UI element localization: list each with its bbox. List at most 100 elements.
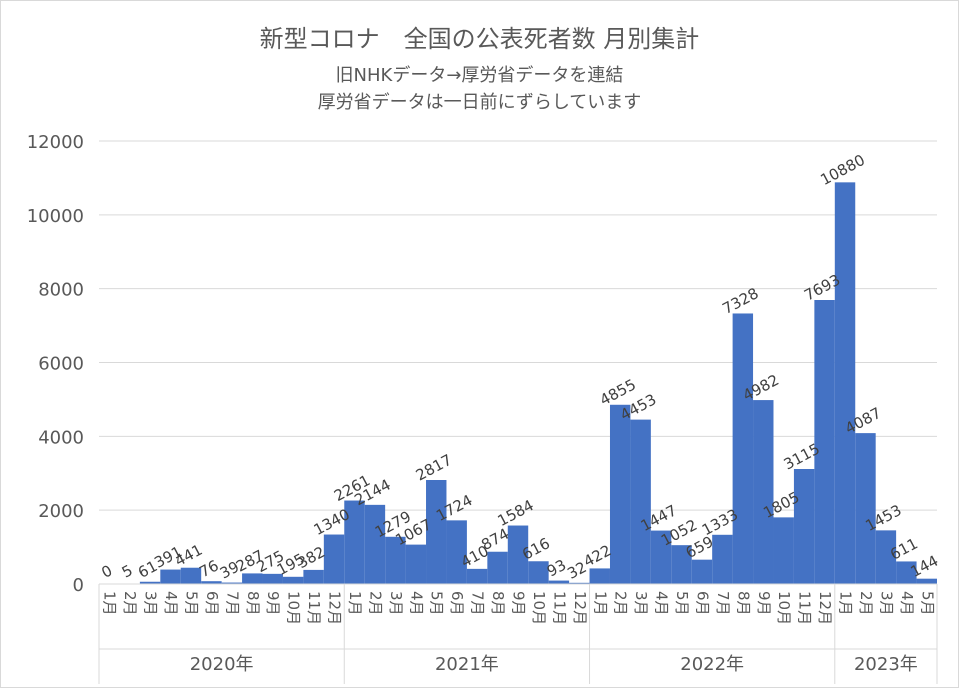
x-tick-label: 3月 [877, 591, 895, 616]
x-tick-label: 2月 [612, 591, 630, 616]
data-label: 5 [119, 561, 136, 581]
bar [466, 568, 488, 584]
bar [916, 578, 937, 584]
bar [139, 581, 161, 584]
x-tick-label: 7月 [223, 591, 241, 616]
x-group-label: 2020年 [190, 654, 254, 675]
x-tick-label: 2月 [857, 591, 875, 616]
x-group-label: 2022年 [680, 654, 744, 675]
data-label: 1584 [495, 496, 537, 530]
x-tick-label: 7月 [714, 591, 732, 616]
x-tick-label: 10月 [775, 591, 793, 625]
bar [569, 582, 590, 584]
bar [426, 480, 447, 584]
data-label: 7328 [719, 284, 761, 318]
x-tick-label: 6月 [203, 591, 221, 616]
bar [528, 561, 549, 584]
data-label: 422 [581, 541, 615, 570]
bar [201, 581, 222, 584]
x-tick-label: 4月 [407, 591, 425, 616]
bar [896, 561, 917, 584]
bar [548, 580, 570, 584]
data-label: 2817 [413, 451, 455, 485]
x-tick-label: 1月 [346, 591, 364, 616]
x-tick-label: 6月 [448, 591, 466, 616]
x-tick-label: 3月 [142, 591, 160, 616]
y-tick-label: 12000 [27, 132, 84, 153]
x-tick-label: 4月 [653, 591, 671, 616]
x-tick-label: 12月 [571, 591, 589, 625]
bar [180, 567, 202, 584]
y-tick-label: 2000 [38, 501, 84, 522]
bar [323, 534, 345, 584]
x-tick-label: 9月 [755, 591, 773, 616]
x-tick-label: 11月 [796, 591, 814, 625]
x-tick-label: 5月 [182, 591, 200, 616]
x-tick-label: 10月 [530, 591, 548, 625]
x-tick-label: 4月 [162, 591, 180, 616]
x-tick-label: 5月 [673, 591, 691, 616]
bar [364, 504, 386, 584]
x-tick-label: 9月 [264, 591, 282, 616]
x-tick-label: 1月 [837, 591, 855, 616]
y-tick-label: 4000 [38, 427, 84, 448]
y-tick-label: 8000 [38, 280, 84, 301]
y-tick-label: 0 [73, 575, 84, 596]
x-tick-label: 12月 [326, 591, 344, 625]
bar [793, 469, 815, 584]
x-tick-label: 10月 [285, 591, 303, 625]
chart-subtitle-line-2: 厚労省データは一日前にずらしています [317, 92, 642, 113]
x-tick-label: 11月 [550, 591, 568, 625]
bar [814, 300, 835, 584]
bar [405, 544, 427, 584]
x-tick-label: 1月 [591, 591, 609, 616]
bar [671, 545, 692, 584]
bar [834, 182, 856, 584]
data-label: 0 [98, 561, 115, 581]
x-tick-label: 3月 [632, 591, 650, 616]
x-tick-label: 1月 [101, 591, 119, 616]
bar [630, 419, 651, 584]
bar [303, 569, 324, 584]
bar [446, 520, 467, 584]
bar [753, 400, 774, 584]
bar [773, 517, 794, 584]
bar [589, 568, 610, 584]
bar [385, 536, 406, 584]
x-tick-label: 12月 [816, 591, 834, 625]
y-tick-label: 6000 [38, 354, 84, 375]
bar [487, 551, 508, 584]
bar [221, 582, 243, 584]
bar [507, 525, 529, 584]
bar [262, 573, 283, 584]
bar [242, 573, 263, 584]
x-tick-label: 7月 [469, 591, 487, 616]
x-tick-label: 2月 [121, 591, 139, 616]
bar [650, 530, 672, 584]
chart-title: 新型コロナ 全国の公表死者数 月別集計 [259, 25, 700, 53]
x-tick-label: 2月 [366, 591, 384, 616]
x-tick-label: 3月 [387, 591, 405, 616]
x-tick-label: 8月 [244, 591, 262, 616]
bar [282, 576, 304, 584]
x-tick-label: 8月 [489, 591, 507, 616]
y-tick-label: 10000 [27, 206, 84, 227]
bar [160, 569, 181, 584]
bar [344, 500, 365, 584]
bar [732, 313, 754, 584]
x-tick-label: 8月 [734, 591, 752, 616]
bar [609, 404, 631, 584]
x-tick-label: 11月 [305, 591, 323, 625]
x-tick-label: 9月 [510, 591, 528, 616]
x-tick-label: 6月 [693, 591, 711, 616]
bar [855, 433, 876, 584]
data-label: 144 [908, 552, 942, 581]
x-group-label: 2023年 [854, 654, 918, 675]
data-label: 382 [294, 543, 328, 572]
x-tick-label: 5月 [918, 591, 936, 616]
chart-subtitle-line-1: 旧NHKデータ→厚労省データを連結 [335, 65, 624, 86]
data-label: 874 [478, 525, 512, 554]
bar [691, 559, 713, 584]
